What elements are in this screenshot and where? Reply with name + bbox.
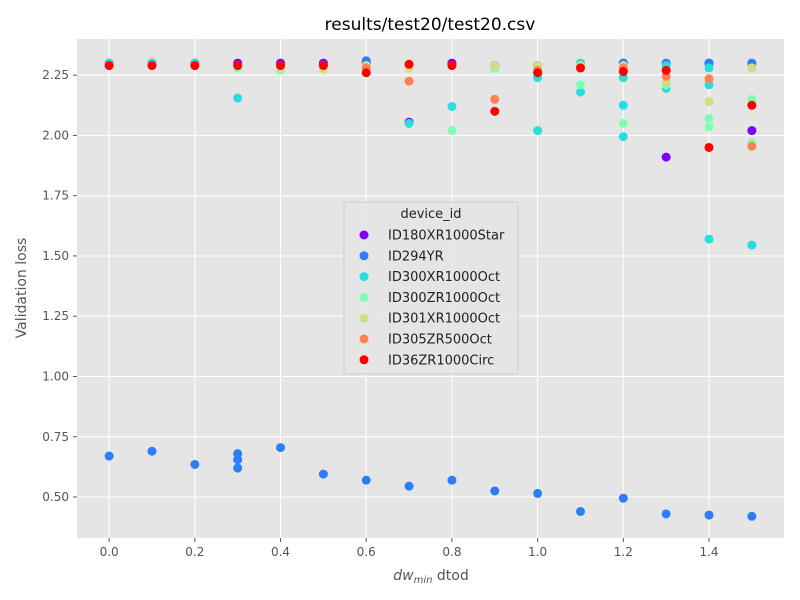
x-ticks: 0.0 0.2 0.4 0.6 0.8 1.0 1.2 1.4 [100,538,719,559]
legend-title: device_id [400,207,461,222]
y-tick-label: 1.75 [42,189,69,203]
data-point [704,142,714,152]
x-tick-label: 0.6 [357,545,376,559]
data-point [490,106,500,116]
y-tick-label: 2.00 [42,128,69,142]
data-point [661,152,671,162]
data-point [447,126,457,136]
data-point [704,63,714,73]
x-tick-label: 1.0 [528,545,547,559]
data-point [190,61,200,71]
x-tick-label: 1.2 [614,545,633,559]
legend-marker [359,334,369,344]
legend-entry: ID305ZR500Oct [388,333,492,348]
legend-entry: ID180XR1000Star [388,229,505,244]
legend-marker [359,251,369,261]
data-point [361,68,371,78]
data-point [490,61,500,71]
data-point [490,486,500,496]
legend-marker [359,272,369,282]
data-point [618,67,628,77]
data-point [533,488,543,498]
data-point [104,61,114,71]
data-point [704,234,714,244]
data-point [104,451,114,461]
x-axis-label: dwmin dtod [393,568,468,586]
legend-entry: ID294YR [388,249,444,264]
data-point [233,463,243,473]
data-point [190,459,200,469]
legend-entry: ID300ZR1000Oct [388,291,500,306]
y-tick-label: 1.00 [42,369,69,383]
y-tick-label: 2.25 [42,68,69,82]
data-point [447,61,457,71]
data-point [661,509,671,519]
legend-items: ID180XR1000Star ID294YR ID300XR1000Oct ID30… [359,229,505,368]
data-point [704,97,714,107]
data-point [533,68,543,78]
data-point [276,443,286,453]
data-point [704,114,714,124]
data-point [747,63,757,73]
data-point [276,61,286,71]
data-point [618,493,628,503]
data-point [747,100,757,110]
data-point [233,61,243,71]
data-point [318,61,328,71]
data-point [490,94,500,104]
data-point [747,240,757,250]
data-point [575,80,585,90]
data-point [618,118,628,128]
data-point [747,511,757,521]
y-ticks: 0.50 0.75 1.00 1.25 1.50 1.75 2.00 2.25 [42,68,77,504]
legend-box [343,201,519,375]
data-point [147,61,157,71]
data-points [104,56,757,521]
legend-marker [359,313,369,323]
data-point [233,455,243,465]
data-point [618,100,628,110]
data-point [447,101,457,111]
x-tick-label: 0.0 [100,545,119,559]
data-point [233,93,243,103]
data-point [533,126,543,136]
x-tick-label: 1.4 [699,545,718,559]
series-ID36ZR1000Circ [104,59,757,152]
legend-entry: ID36ZR1000Circ [388,353,494,368]
data-point [447,475,457,485]
legend-marker [359,355,369,365]
data-point [704,122,714,132]
data-point [704,510,714,520]
y-tick-label: 0.50 [42,490,69,504]
x-tick-label: 0.2 [185,545,204,559]
x-tick-label: 0.4 [271,545,290,559]
data-point [747,141,757,151]
data-point [661,65,671,75]
y-axis-label: Validation loss [14,238,30,339]
data-point [361,475,371,485]
data-point [404,76,414,86]
data-point [575,87,585,97]
data-point [147,446,157,456]
y-tick-label: 0.75 [42,430,69,444]
legend-entry: ID300XR1000Oct [388,270,500,285]
x-tick-label: 0.8 [442,545,461,559]
data-point [404,481,414,491]
y-tick-label: 1.50 [42,249,69,263]
data-point [575,63,585,73]
data-point [404,59,414,69]
y-tick-label: 1.25 [42,309,69,323]
data-point [404,118,414,128]
data-point [704,74,714,84]
legend: device_id ID180XR1000Star ID294YR ID300XR1… [343,201,519,375]
legend-marker [359,230,369,240]
legend-marker [359,292,369,302]
data-point [318,469,328,479]
data-point [618,132,628,142]
chart-title: results/test20/test20.csv [325,15,536,35]
data-point [747,126,757,136]
legend-entry: ID301XR1000Oct [388,312,500,327]
data-point [575,506,585,516]
